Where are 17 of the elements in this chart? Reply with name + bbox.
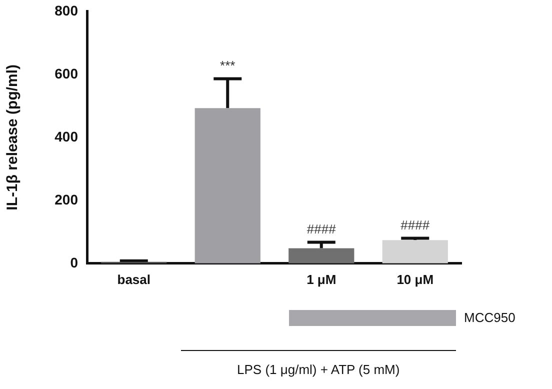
y-tick-label: 400 [54, 128, 78, 144]
y-tick-label: 600 [54, 65, 78, 82]
y-tick-label: 200 [54, 191, 78, 208]
x-tick-label: basal [117, 272, 150, 287]
y-axis-title: IL-1β release (pg/ml) [4, 64, 22, 210]
bar [194, 108, 260, 264]
y-tick-label: 800 [54, 2, 78, 18]
text: LPS (1 μg/ml) + ATP (5 mM) [236, 362, 401, 377]
x-tick-label: 10 μM [396, 272, 434, 287]
x-tick-label: 1 μM [306, 272, 336, 287]
data-label: *** [220, 58, 236, 73]
text: MCC950 [464, 310, 516, 325]
bar [382, 240, 448, 264]
y-tick-label: 0 [70, 254, 78, 270]
data-label: #### [306, 221, 337, 236]
data-label: #### [400, 217, 430, 232]
bar [288, 248, 354, 264]
